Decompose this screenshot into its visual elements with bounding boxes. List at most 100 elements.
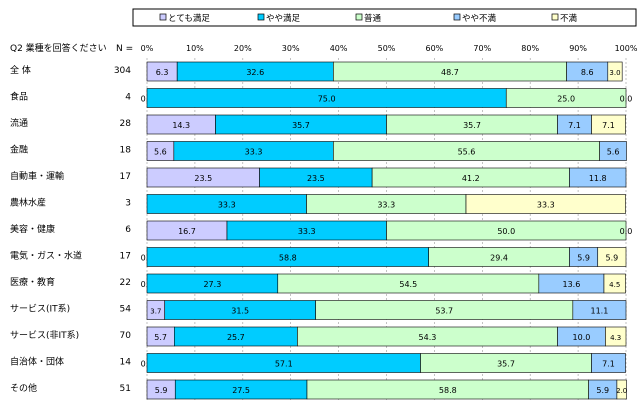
data-label: 8.6 [581, 68, 594, 77]
data-label: 0.0 [620, 95, 633, 104]
bar-segment [603, 273, 626, 294]
data-label: 5.6 [607, 148, 620, 157]
n-value: 14 [120, 358, 132, 368]
data-label: 5.9 [155, 386, 168, 395]
n-value: 18 [120, 146, 132, 156]
data-label: 11.8 [589, 174, 607, 183]
data-label: 54.5 [399, 280, 417, 289]
category-label: 電気・ガス・水道 [10, 250, 82, 262]
bar-segment [616, 379, 627, 400]
n-value: 70 [120, 331, 132, 341]
category-label: 全 体 [10, 64, 31, 76]
x-tick-label: 0% [141, 44, 154, 53]
data-label: 27.3 [203, 280, 221, 289]
data-label: 13.6 [562, 280, 580, 289]
legend-label: 不満 [560, 14, 578, 24]
data-label: 6.3 [156, 68, 169, 77]
data-label: 5.6 [154, 148, 167, 157]
data-label: 3.7 [150, 308, 161, 316]
bar-segment [572, 300, 627, 320]
legend-swatch [257, 13, 265, 21]
data-label: 29.4 [490, 254, 508, 263]
data-label: 35.7 [292, 121, 310, 130]
bar-segment [605, 326, 627, 347]
data-label: 33.3 [377, 201, 395, 210]
n-value: 304 [114, 66, 131, 76]
legend: とても満足 やや満足 普通 やや不満 不満 [132, 8, 637, 27]
data-label: 5.9 [577, 254, 590, 263]
data-label: 11.1 [591, 307, 609, 316]
x-tick-label: 70% [473, 44, 491, 53]
data-label: 58.8 [439, 386, 457, 395]
x-tick-label: 80% [521, 44, 539, 53]
data-label: 35.7 [497, 360, 515, 369]
bar-segment [505, 88, 627, 108]
data-label: 75.0 [318, 95, 336, 104]
legend-swatch [159, 13, 167, 21]
n-value: 22 [120, 278, 131, 288]
legend-swatch [355, 13, 363, 21]
x-tick-label: 90% [569, 44, 587, 53]
x-tick-label: 60% [426, 44, 444, 53]
legend-label: 普通 [364, 13, 382, 24]
data-label: 3.0 [609, 69, 620, 77]
x-tick-label: 40% [330, 44, 348, 53]
data-label: 32.6 [246, 68, 264, 77]
x-tick-label: 50% [378, 44, 396, 53]
n-header-label: N = [116, 44, 133, 54]
category-label: 金融 [10, 144, 28, 156]
bar-segment [599, 141, 627, 161]
category-label: 医療・教育 [10, 276, 55, 288]
x-tick-label: 100% [615, 44, 638, 53]
data-label: 33.3 [298, 227, 316, 236]
data-label: 23.5 [307, 174, 325, 183]
data-label: 55.6 [458, 148, 476, 157]
x-tick-label: 20% [234, 44, 252, 53]
data-label: 4.3 [610, 334, 621, 342]
category-label: 流通 [10, 117, 28, 129]
n-value: 28 [120, 119, 132, 129]
legend-swatch [453, 13, 461, 21]
data-label: 50.0 [497, 227, 515, 236]
category-label: サービス(非IT系) [10, 329, 79, 341]
bar-segment [591, 353, 626, 373]
question-label: Q2 業種を回答ください [10, 42, 107, 54]
bar-segment [597, 247, 627, 267]
data-label: 33.3 [245, 148, 263, 157]
data-label: 2.0 [616, 387, 627, 395]
data-label: 48.7 [441, 68, 459, 77]
data-label: 41.2 [462, 174, 480, 183]
n-value: 54 [120, 305, 132, 315]
legend-label: とても満足 [168, 14, 210, 24]
x-tick-label: 10% [186, 44, 204, 53]
data-label: 16.7 [178, 227, 196, 236]
n-value: 4 [125, 93, 131, 103]
x-tick-label: 30% [282, 44, 300, 53]
data-label: 58.8 [279, 254, 297, 263]
legend-label: やや満足 [266, 14, 301, 24]
data-label: 4.5 [609, 281, 620, 289]
data-label: 10.0 [573, 333, 591, 342]
bar-segment [591, 114, 626, 135]
category-label: その他 [10, 382, 37, 394]
bar-rows: 全 体 304 6.3 32.6 48.7 8.6 3.0 食品 4 0.0 75.0 25.0 0.0… [10, 61, 633, 400]
data-label: 25.7 [227, 333, 245, 342]
data-label: 14.3 [172, 121, 190, 130]
bar-segment [465, 194, 626, 214]
data-label: 0.0 [620, 227, 633, 236]
category-label: 自治体・団体 [10, 356, 64, 368]
n-value: 51 [120, 384, 131, 394]
category-label: 食品 [10, 91, 28, 103]
data-label: 31.5 [231, 307, 249, 316]
data-label: 57.1 [275, 360, 293, 369]
data-label: 23.5 [194, 174, 212, 183]
category-label: 美容・健康 [10, 223, 55, 235]
data-label: 35.7 [463, 121, 481, 130]
n-value: 17 [120, 172, 131, 182]
category-label: 農林水産 [10, 197, 46, 209]
n-value: 17 [120, 252, 131, 262]
data-label: 53.7 [435, 307, 453, 316]
data-label: 5.9 [596, 386, 609, 395]
data-label: 7.1 [568, 121, 581, 130]
n-value: 3 [125, 199, 131, 209]
